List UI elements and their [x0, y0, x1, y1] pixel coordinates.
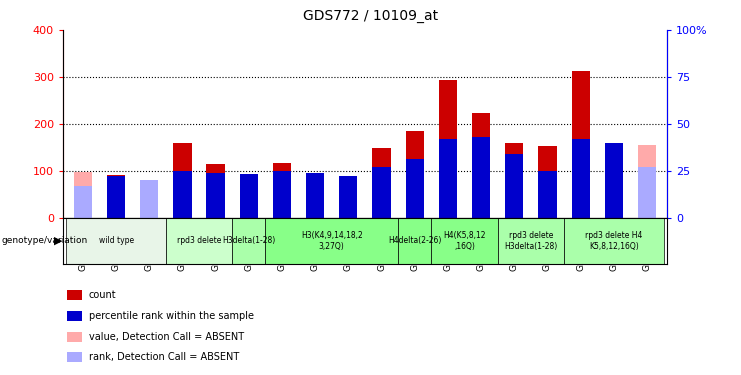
Text: H3(K4,9,14,18,2
3,27Q): H3(K4,9,14,18,2 3,27Q) — [301, 231, 362, 251]
Text: genotype/variation: genotype/variation — [1, 237, 87, 246]
Bar — [472, 137, 491, 218]
Bar — [74, 186, 92, 218]
Bar — [207, 172, 225, 217]
Text: H4(K5,8,12
,16Q): H4(K5,8,12 ,16Q) — [443, 231, 486, 251]
Text: wild type: wild type — [99, 237, 133, 246]
Bar — [140, 180, 159, 218]
Bar — [505, 154, 523, 218]
Text: GDS772 / 10109_at: GDS772 / 10109_at — [303, 9, 438, 23]
Bar — [373, 148, 391, 217]
Bar — [67, 311, 82, 321]
Bar — [107, 176, 125, 218]
Text: H3delta(1-28): H3delta(1-28) — [222, 237, 276, 246]
Text: ▶: ▶ — [54, 236, 62, 246]
Bar — [166, 217, 232, 264]
Bar — [339, 180, 357, 218]
Bar — [373, 167, 391, 218]
Bar — [605, 142, 623, 218]
Bar — [66, 217, 166, 264]
Bar — [505, 144, 523, 218]
Bar — [538, 171, 556, 217]
Bar — [107, 176, 125, 217]
Bar — [239, 174, 258, 217]
Bar — [67, 352, 82, 362]
Bar — [538, 146, 556, 218]
Bar — [140, 182, 159, 218]
Text: rpd3 delete: rpd3 delete — [177, 237, 222, 246]
Bar — [398, 217, 431, 264]
Text: count: count — [89, 290, 116, 300]
Bar — [405, 131, 424, 218]
Bar — [405, 159, 424, 218]
Bar — [67, 290, 82, 300]
Bar — [605, 142, 623, 218]
Bar — [431, 217, 498, 264]
Bar — [207, 164, 225, 218]
Bar — [306, 172, 325, 217]
Bar — [265, 217, 398, 264]
Bar — [638, 145, 656, 218]
Bar — [339, 176, 357, 218]
Text: value, Detection Call = ABSENT: value, Detection Call = ABSENT — [89, 332, 244, 342]
Bar — [439, 139, 457, 218]
Bar — [439, 80, 457, 218]
Bar — [564, 217, 664, 264]
Text: rank, Detection Call = ABSENT: rank, Detection Call = ABSENT — [89, 352, 239, 362]
Bar — [306, 173, 325, 217]
Text: percentile rank within the sample: percentile rank within the sample — [89, 311, 254, 321]
Bar — [74, 172, 92, 217]
Text: rpd3 delete H4
K5,8,12,16Q): rpd3 delete H4 K5,8,12,16Q) — [585, 231, 642, 251]
Bar — [638, 167, 656, 218]
Bar — [571, 71, 590, 217]
Bar — [173, 144, 192, 218]
Text: rpd3 delete
H3delta(1-28): rpd3 delete H3delta(1-28) — [504, 231, 557, 251]
Text: H4delta(2-26): H4delta(2-26) — [388, 237, 442, 246]
Bar — [472, 112, 491, 218]
Bar — [273, 171, 291, 217]
Bar — [498, 217, 564, 264]
Bar — [273, 163, 291, 218]
Bar — [239, 174, 258, 217]
Bar — [571, 139, 590, 218]
Bar — [173, 171, 192, 217]
Bar — [67, 332, 82, 342]
Bar — [232, 217, 265, 264]
